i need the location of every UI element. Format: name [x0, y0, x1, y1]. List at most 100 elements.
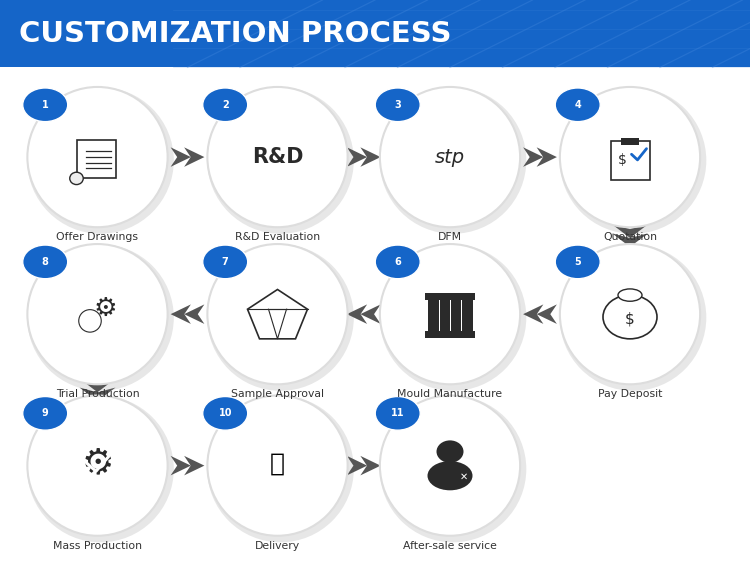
Polygon shape	[360, 305, 380, 324]
Text: Mould Manufacture: Mould Manufacture	[398, 389, 502, 399]
Bar	[0, 0, 750, 67]
Polygon shape	[170, 456, 190, 475]
Text: R&D Evaluation: R&D Evaluation	[235, 232, 320, 242]
Text: ⚙: ⚙	[81, 447, 114, 480]
Ellipse shape	[207, 244, 347, 384]
Text: $: $	[626, 311, 634, 326]
Circle shape	[555, 245, 600, 279]
Polygon shape	[360, 148, 380, 167]
Text: 1: 1	[42, 100, 49, 110]
Text: Trial Production: Trial Production	[56, 389, 140, 399]
Polygon shape	[80, 379, 116, 392]
Ellipse shape	[380, 396, 526, 542]
Text: ⚙: ⚙	[78, 312, 96, 332]
Ellipse shape	[618, 289, 642, 301]
Ellipse shape	[27, 87, 174, 234]
Circle shape	[22, 245, 68, 279]
Circle shape	[375, 245, 420, 279]
Ellipse shape	[603, 295, 657, 339]
Circle shape	[202, 88, 248, 122]
Ellipse shape	[207, 87, 347, 227]
Text: 11: 11	[391, 408, 404, 419]
Ellipse shape	[380, 244, 520, 384]
Text: 7: 7	[222, 257, 229, 267]
Bar	[428, 300, 439, 331]
Text: 3: 3	[394, 100, 401, 110]
Text: 🚚: 🚚	[270, 452, 285, 475]
Ellipse shape	[27, 396, 168, 536]
Text: Offer Drawings: Offer Drawings	[56, 232, 139, 242]
Text: stp: stp	[435, 148, 465, 167]
Ellipse shape	[27, 396, 174, 542]
Ellipse shape	[560, 87, 700, 227]
Text: $: $	[618, 153, 627, 167]
Text: 6: 6	[394, 257, 401, 267]
Circle shape	[375, 88, 420, 122]
Circle shape	[202, 397, 248, 430]
Ellipse shape	[27, 244, 174, 391]
Ellipse shape	[560, 244, 706, 391]
Ellipse shape	[560, 244, 700, 384]
Circle shape	[375, 397, 420, 430]
Ellipse shape	[27, 244, 168, 384]
Circle shape	[202, 245, 248, 279]
Polygon shape	[184, 305, 204, 324]
Ellipse shape	[207, 396, 354, 542]
Ellipse shape	[380, 87, 526, 234]
Bar	[425, 331, 475, 338]
Ellipse shape	[207, 396, 347, 536]
Ellipse shape	[380, 244, 526, 391]
Ellipse shape	[27, 87, 168, 227]
Bar	[610, 141, 650, 180]
Circle shape	[22, 397, 68, 430]
Circle shape	[555, 88, 600, 122]
Ellipse shape	[207, 244, 354, 391]
Polygon shape	[184, 456, 204, 475]
Bar	[621, 138, 639, 145]
Polygon shape	[170, 305, 190, 324]
Text: ⚙: ⚙	[93, 296, 117, 321]
Bar	[76, 140, 116, 178]
Polygon shape	[184, 148, 204, 167]
Polygon shape	[346, 305, 368, 324]
Polygon shape	[537, 148, 556, 167]
Text: ✕: ✕	[460, 472, 467, 482]
Polygon shape	[346, 456, 368, 475]
Text: 10: 10	[218, 408, 232, 419]
Polygon shape	[537, 305, 556, 324]
Text: After-sale service: After-sale service	[403, 541, 497, 551]
Ellipse shape	[380, 396, 520, 536]
Ellipse shape	[79, 310, 101, 332]
Text: R&D: R&D	[252, 147, 303, 167]
Bar	[425, 293, 475, 300]
Text: 8: 8	[42, 257, 49, 267]
Text: Quotation: Quotation	[603, 232, 657, 242]
Ellipse shape	[427, 461, 472, 490]
Text: Sample Approval: Sample Approval	[231, 389, 324, 399]
Text: DFM: DFM	[438, 232, 462, 242]
Circle shape	[22, 88, 68, 122]
Bar	[462, 300, 472, 331]
Text: 4: 4	[574, 100, 581, 110]
Text: 2: 2	[222, 100, 229, 110]
Polygon shape	[612, 233, 648, 247]
Text: Pay Deposit: Pay Deposit	[598, 389, 662, 399]
Text: 9: 9	[42, 408, 49, 419]
Text: CUSTOMIZATION PROCESS: CUSTOMIZATION PROCESS	[19, 20, 451, 48]
Ellipse shape	[436, 440, 463, 463]
Polygon shape	[248, 289, 308, 339]
Polygon shape	[346, 148, 368, 167]
Polygon shape	[170, 148, 190, 167]
Ellipse shape	[207, 87, 354, 234]
Text: Delivery: Delivery	[255, 541, 300, 551]
Ellipse shape	[560, 87, 706, 234]
Bar	[451, 300, 461, 331]
Polygon shape	[524, 148, 543, 167]
Text: 5: 5	[574, 257, 581, 267]
Polygon shape	[524, 305, 543, 324]
Ellipse shape	[380, 87, 520, 227]
Text: Mass Production: Mass Production	[53, 541, 142, 551]
Ellipse shape	[70, 172, 83, 185]
Bar	[440, 300, 450, 331]
Polygon shape	[612, 224, 648, 238]
